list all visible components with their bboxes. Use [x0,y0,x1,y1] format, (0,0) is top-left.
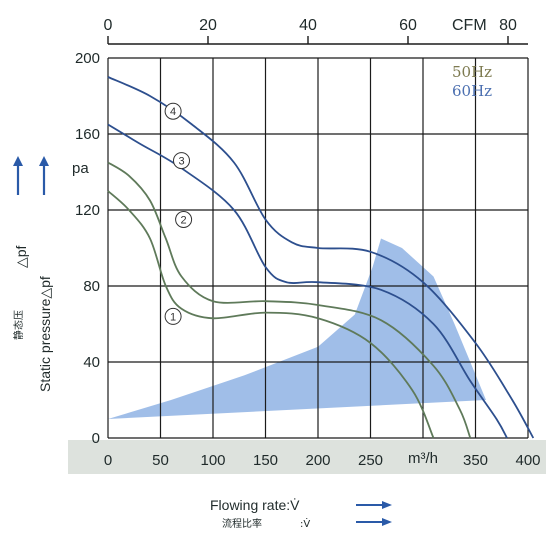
top-tick-label: 40 [299,17,317,34]
y-axis-title-en: Static pressure△pf [37,276,53,392]
x-axis-band [68,440,546,474]
y-tick-label: 80 [83,278,100,295]
y-tick-label: 200 [75,50,100,67]
operating-region [108,238,486,419]
curve-2 [107,161,472,439]
legend-60hz: 60Hz [452,82,492,100]
top-tick-label: 0 [104,17,113,34]
curve-number-2: 2 [181,215,187,227]
y-unit-pa: pa [72,160,89,177]
curve-marker-1 [164,307,182,325]
x-tick-label: 50 [152,452,169,469]
x-tick-label: 400 [515,452,540,469]
top-tick-label: 80 [499,17,517,34]
grid [107,57,529,439]
top-axis-label: CFM [452,17,487,34]
x-unit-label: m³/h [408,450,438,467]
curve-1 [107,190,435,439]
curve-marker-4 [164,102,182,120]
x-tick-label: 150 [253,452,278,469]
x-tick-label: 100 [200,452,225,469]
x-axis-title-en: Flowing rate:V̇ [210,497,300,513]
y-axis-title-cn-symbol: △pf [13,245,29,268]
y-arrow-icons [13,156,49,195]
curve-number-1: 1 [170,311,176,323]
x-tick-label: 200 [305,452,330,469]
curve-marker-3 [173,152,190,170]
x-tick-label: 250 [358,452,383,469]
x-axis-title-cn: 流程比率 [222,517,262,530]
top-tick-label: 20 [199,17,217,34]
y-tick-label: 160 [75,126,100,143]
y-axis-title-cn: 静态压 [12,310,25,340]
y-tick-label: 40 [83,354,100,371]
curve-4 [107,76,535,439]
x-tick-label: 0 [104,452,112,469]
curve-number-4: 4 [170,106,176,118]
curve-number-3: 3 [178,156,184,168]
top-tick-label: 60 [399,17,417,34]
x-axis-title-cn-symbol: :V̇ [300,517,310,530]
curve-marker-2 [175,211,193,228]
x-tick-label: 350 [463,452,488,469]
x-arrow-icons [356,501,392,526]
y-tick-label: 120 [75,202,100,219]
legend-50hz: 50Hz [452,63,492,81]
y-tick-label: 0 [92,430,100,447]
